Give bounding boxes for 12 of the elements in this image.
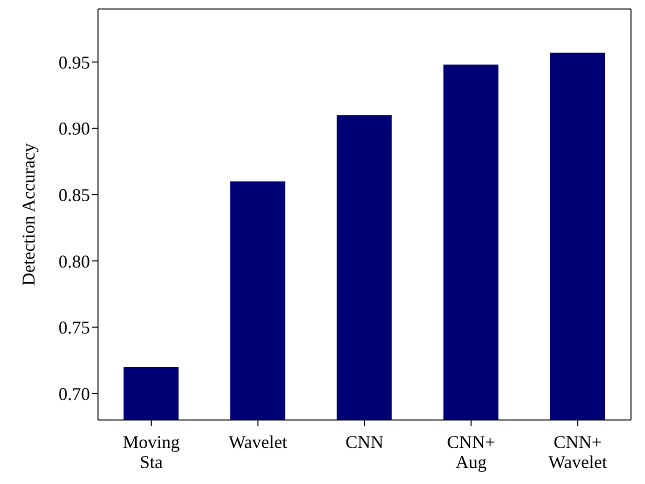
x-tick-label: CNN+ Wavelet (548, 432, 607, 472)
y-tick-label: 0.95 (58, 52, 90, 72)
y-axis-title: Detection Accuracy (18, 143, 38, 286)
y-tick-label: 0.80 (58, 251, 90, 272)
y-tick-label: 0.75 (58, 318, 90, 338)
x-tick-label: Wavelet (228, 432, 288, 452)
y-tick-label: 0.70 (58, 384, 90, 404)
x-tick-label: Moving Sta (122, 432, 180, 472)
y-tick-label: 0.90 (58, 118, 90, 139)
x-tick-label: CNN (345, 432, 384, 452)
y-tick-label: 0.85 (58, 185, 90, 206)
x-tick-label: CNN+ Aug (447, 432, 496, 472)
